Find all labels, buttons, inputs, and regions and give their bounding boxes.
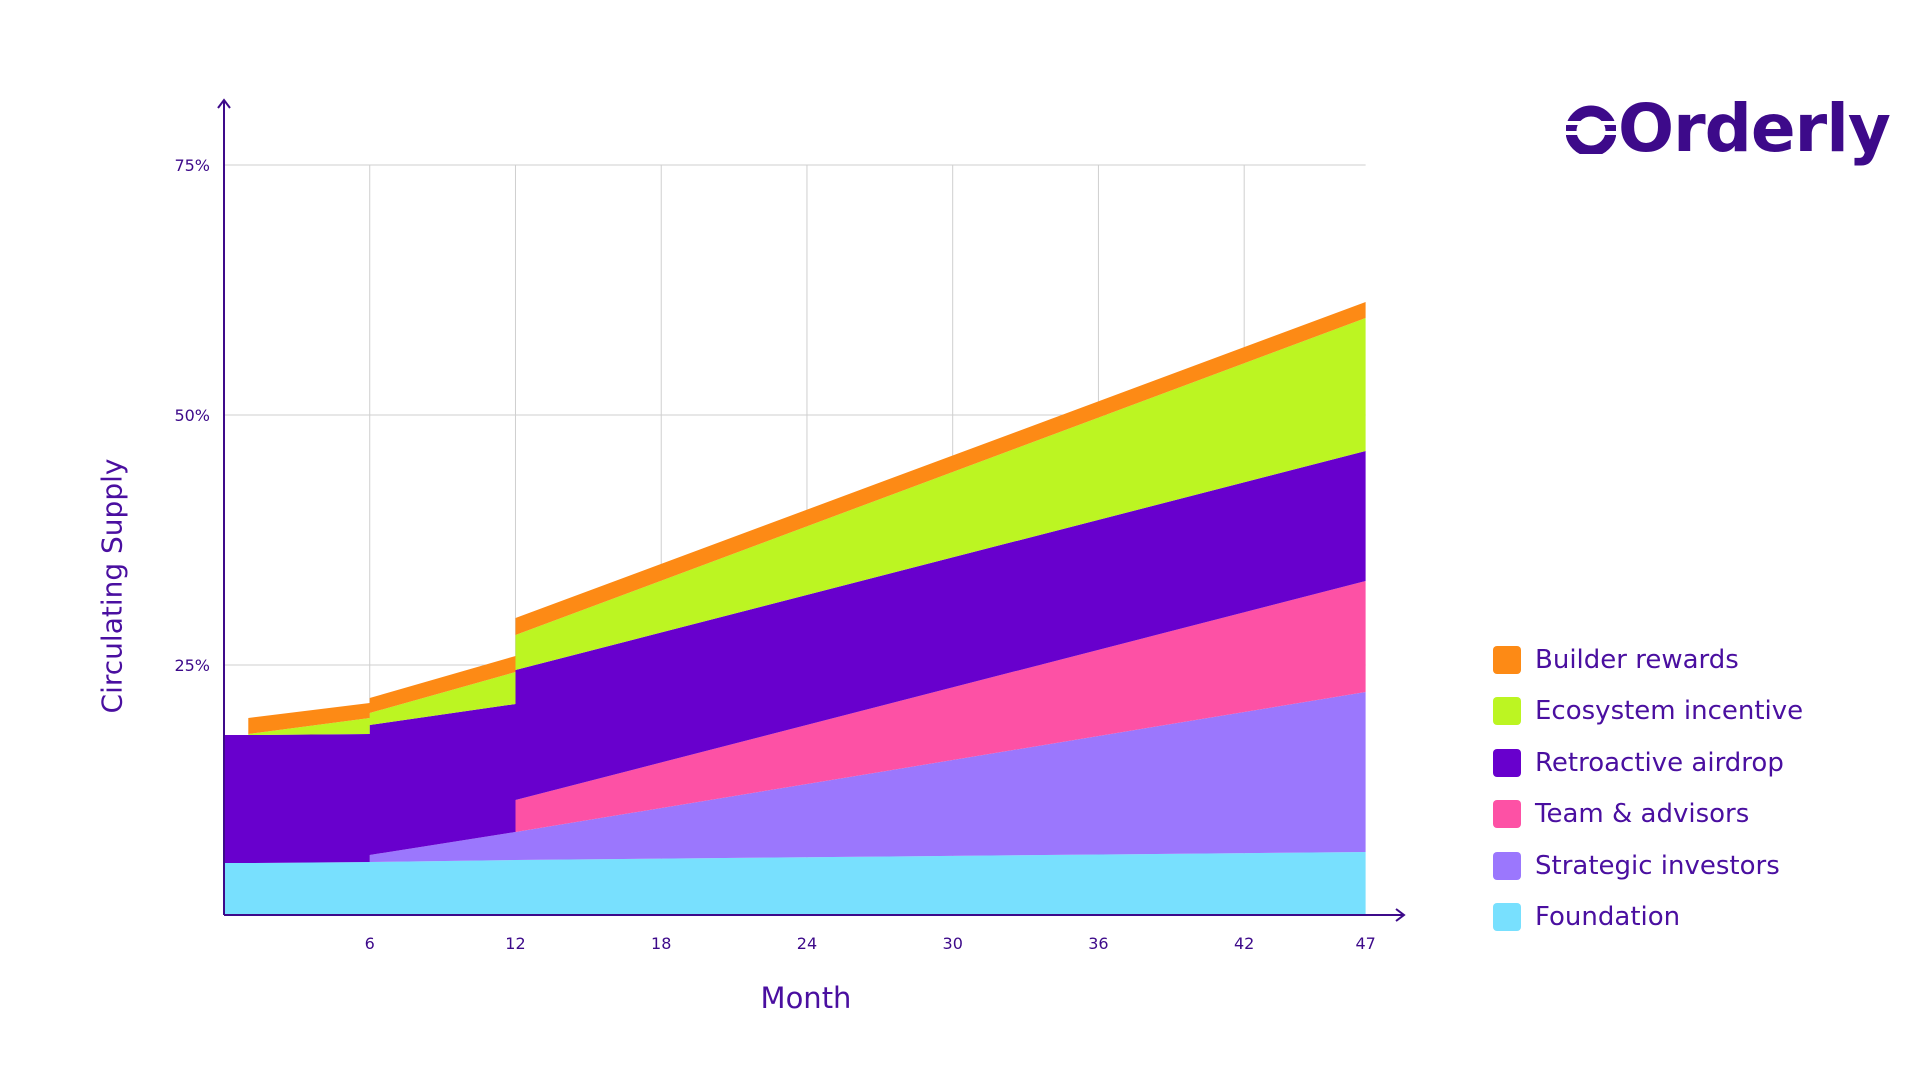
x-axis-label: Month (760, 981, 852, 1015)
legend-item-ecosystem-incentive: Ecosystem incentive (1493, 686, 1803, 738)
logo-text: Orderly (1618, 90, 1891, 167)
legend-label: Ecosystem incentive (1535, 696, 1804, 727)
y-axis-label: Circulating Supply (95, 458, 129, 714)
area-ecosystem-incentive (248, 318, 1366, 735)
legend-item-builder-rewards: Builder rewards (1493, 634, 1803, 686)
legend-swatch (1493, 748, 1521, 777)
orderly-logo: Orderly (1566, 90, 1891, 167)
y-tick-label: 25% (174, 656, 210, 675)
legend-label: Strategic investors (1535, 850, 1780, 881)
y-axis-arrow-icon (217, 98, 231, 109)
legend-label: Builder rewards (1535, 644, 1739, 675)
legend-swatch (1493, 851, 1521, 880)
legend-swatch (1493, 903, 1521, 932)
legend-label: Foundation (1535, 902, 1681, 933)
area-strategic-investors (224, 692, 1366, 863)
area-foundation (224, 852, 1366, 915)
legend-item-retroactive-airdrop: Retroactive airdrop (1493, 737, 1803, 789)
legend-label: Team & advisors (1535, 799, 1750, 830)
legend-item-strategic-investors: Strategic investors (1493, 840, 1803, 892)
x-tick-label: 42 (1234, 934, 1254, 953)
y-tick-label: 75% (174, 156, 210, 175)
axes (217, 98, 1406, 922)
legend-swatch (1493, 645, 1521, 674)
x-tick-label: 6 (365, 934, 375, 953)
area-layers (224, 302, 1366, 915)
x-tick-label: 18 (651, 934, 671, 953)
area-retroactive-airdrop (224, 451, 1366, 863)
x-tick-label: 30 (943, 934, 963, 953)
legend-item-team-advisors: Team & advisors (1493, 789, 1803, 841)
logo-o-icon (1566, 105, 1616, 154)
legend-swatch (1493, 800, 1521, 829)
tick-labels: 25% 50% 75% 6 12 18 24 30 36 42 47 (174, 156, 1375, 953)
legend-item-foundation: Foundation (1493, 892, 1803, 944)
x-tick-label: 47 (1355, 934, 1375, 953)
legend-label: Retroactive airdrop (1535, 747, 1784, 778)
legend: Builder rewards Ecosystem incentive Retr… (1493, 634, 1803, 943)
x-tick-label: 24 (797, 934, 817, 953)
x-tick-label: 36 (1088, 934, 1108, 953)
area-team-advisors (224, 581, 1366, 863)
legend-swatch (1493, 697, 1521, 726)
y-tick-label: 50% (174, 406, 210, 425)
area-builder-rewards (248, 302, 1366, 734)
x-axis-arrow-icon (1395, 908, 1406, 922)
x-tick-label: 12 (505, 934, 525, 953)
